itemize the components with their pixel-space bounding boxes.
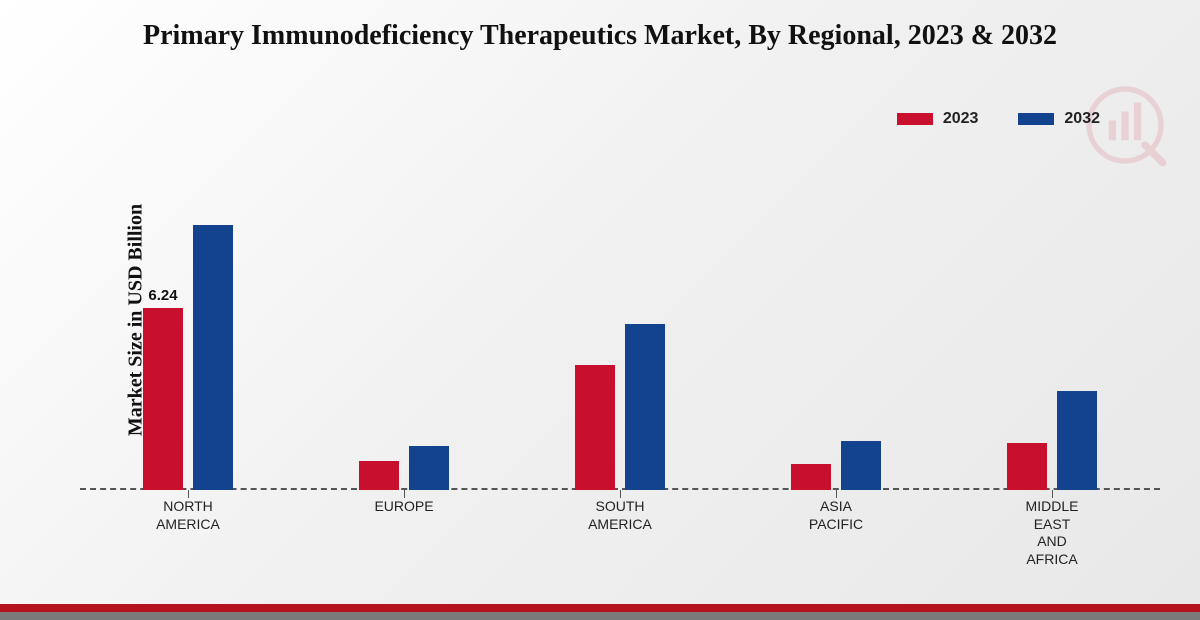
bar-eu-2023	[359, 461, 399, 490]
legend-swatch-2023	[897, 113, 933, 125]
bar-group-ap	[728, 441, 944, 490]
legend-swatch-2032	[1018, 113, 1054, 125]
footer-red-stripe	[0, 604, 1200, 612]
bar-ap-2023	[791, 464, 831, 490]
plot-area: 6.24	[80, 170, 1160, 490]
bar-sa-2023	[575, 365, 615, 490]
bar-na-2023	[143, 308, 183, 490]
bar-group-eu	[296, 446, 512, 490]
tick-mea	[1052, 490, 1053, 498]
bar-mea-2032	[1057, 391, 1097, 490]
xlabel-eu: EUROPE	[296, 498, 512, 516]
bar-group-sa	[512, 324, 728, 490]
x-axis-labels: NORTH AMERICAEUROPESOUTH AMERICAASIA PAC…	[80, 498, 1160, 578]
bar-mea-2023	[1007, 443, 1047, 490]
tick-ap	[836, 490, 837, 498]
tick-na	[188, 490, 189, 498]
xlabel-mea: MIDDLE EAST AND AFRICA	[944, 498, 1160, 568]
legend-item-2023: 2023	[897, 110, 979, 128]
bar-group-mea	[944, 391, 1160, 490]
bar-na-2032	[193, 225, 233, 490]
bar-eu-2032	[409, 446, 449, 490]
xlabel-sa: SOUTH AMERICA	[512, 498, 728, 533]
xlabel-na: NORTH AMERICA	[80, 498, 296, 533]
xlabel-ap: ASIA PACIFIC	[728, 498, 944, 533]
legend-label-2023: 2023	[943, 110, 979, 128]
tick-sa	[620, 490, 621, 498]
bar-group-na	[80, 225, 296, 490]
legend: 2023 2032	[897, 110, 1100, 128]
legend-label-2032: 2032	[1064, 110, 1100, 128]
legend-item-2032: 2032	[1018, 110, 1100, 128]
bar-ap-2032	[841, 441, 881, 490]
tick-eu	[404, 490, 405, 498]
footer-bar	[0, 604, 1200, 620]
chart-title: Primary Immunodeficiency Therapeutics Ma…	[0, 20, 1200, 52]
footer-grey-stripe	[0, 612, 1200, 620]
bar-sa-2032	[625, 324, 665, 490]
